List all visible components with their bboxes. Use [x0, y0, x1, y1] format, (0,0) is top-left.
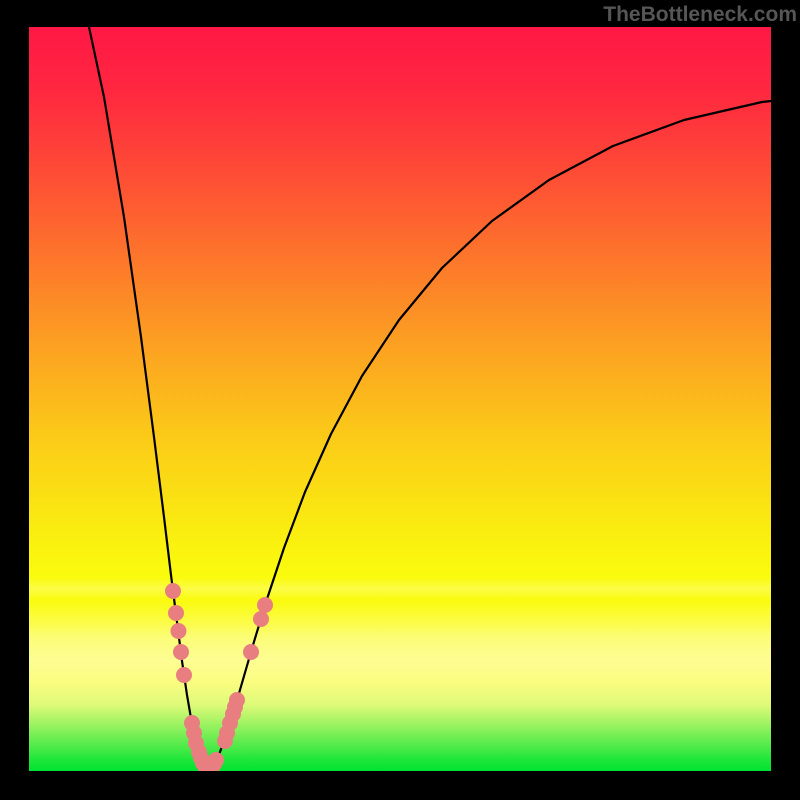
data-marker [244, 645, 259, 660]
data-marker [254, 612, 269, 627]
data-marker [258, 598, 273, 613]
chart-container: TheBottleneck.com [0, 0, 800, 800]
data-marker [230, 693, 245, 708]
plot-area [29, 27, 771, 771]
data-marker [169, 606, 184, 621]
watermark-text: TheBottleneck.com [603, 3, 797, 27]
data-marker [166, 584, 181, 599]
chart-svg [29, 27, 771, 771]
data-marker [171, 624, 186, 639]
data-marker [177, 668, 192, 683]
data-marker [174, 645, 189, 660]
gradient-background [29, 27, 771, 771]
data-marker [209, 753, 224, 768]
